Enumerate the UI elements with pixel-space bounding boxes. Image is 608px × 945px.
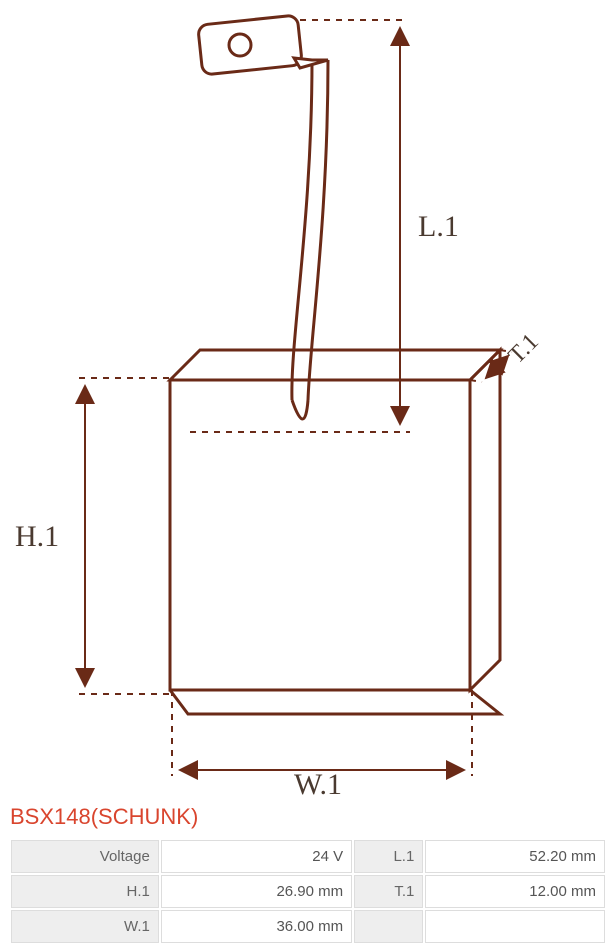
svg-text:W.1: W.1	[294, 768, 342, 800]
spec-value	[425, 910, 605, 943]
diagram-container: L.1 H.1 W.1 T.1	[0, 0, 608, 800]
svg-text:L.1: L.1	[418, 210, 459, 243]
product-title: BSX148(SCHUNK)	[0, 800, 608, 838]
technical-diagram: L.1 H.1 W.1 T.1	[0, 0, 608, 800]
spec-label: T.1	[354, 875, 423, 908]
svg-text:H.1: H.1	[15, 520, 59, 553]
spec-value: 24 V	[161, 840, 352, 873]
spec-label: L.1	[354, 840, 423, 873]
spec-value: 12.00 mm	[425, 875, 605, 908]
spec-value: 36.00 mm	[161, 910, 352, 943]
specs-table: Voltage24 VL.152.20 mm H.126.90 mmT.112.0…	[9, 838, 607, 945]
spec-value: 26.90 mm	[161, 875, 352, 908]
spec-label: H.1	[11, 875, 159, 908]
svg-text:T.1: T.1	[504, 329, 544, 369]
spec-label	[354, 910, 423, 943]
spec-label: Voltage	[11, 840, 159, 873]
spec-value: 52.20 mm	[425, 840, 605, 873]
spec-label: W.1	[11, 910, 159, 943]
